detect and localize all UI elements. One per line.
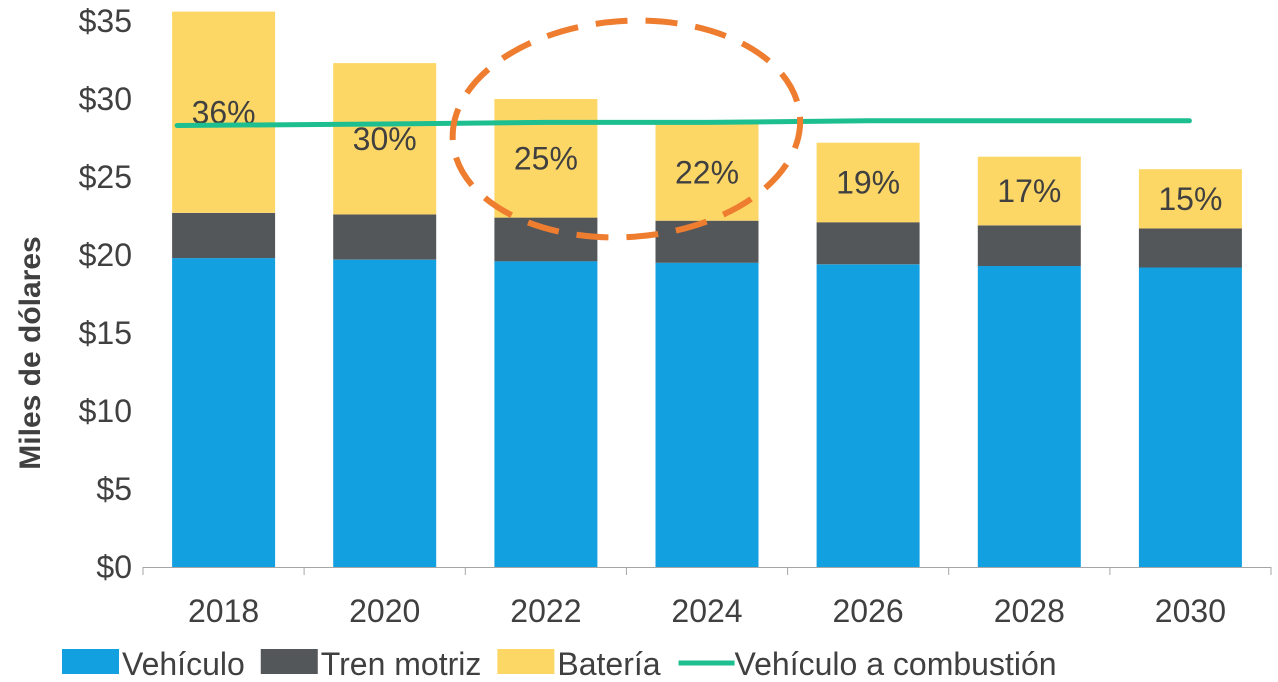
y-tick-label: $10 [79,393,132,429]
segment-label-2030: 15% [1158,181,1222,217]
y-tick-label: $30 [79,81,132,117]
bar-segment-tren-motriz-2020 [333,214,437,260]
bar-segment-vehículo-2024 [655,262,759,567]
bars-group: 36%30%25% 22% 19% 17% 15% [172,11,1242,567]
bar-segment-batería-2028 [977,156,1081,226]
bar-segment-tren-motriz-2018 [172,212,276,259]
x-tick-label-2028: 2028 [994,593,1065,629]
x-tick-label-2022: 2022 [510,593,581,629]
bar-segment-tren-motriz-2030 [1138,228,1242,268]
legend-label: Vehículo [122,646,245,682]
segment-label-2028: 17% [997,173,1061,209]
legend-label: Batería [557,646,660,682]
bar-segment-tren-motriz-2024 [655,220,759,263]
bar-segment-batería-2030 [1138,169,1242,229]
y-tick-label: $0 [96,549,132,585]
y-tick-label: $20 [79,237,132,273]
legend-label: Vehículo a combustión [735,646,1057,682]
y-tick-label: $35 [79,3,132,39]
legend: Vehículo Tren motriz Batería Vehículo a com… [62,646,1057,682]
x-tick-label-2020: 2020 [349,593,420,629]
bar-segment-vehículo-2020 [333,259,437,567]
bar-segment-batería-2018 [172,11,276,213]
axes-group: 2018 2020 2022 2024 2026 2028 2030 $0 $5 $10 $15 $2… [79,3,1272,629]
legend-swatch-tren-motriz [260,649,318,674]
bar-segment-tren-motriz-2026 [816,222,920,265]
y-axis-label: Miles de dólares [14,236,47,469]
segment-label-2026: 19% [836,165,900,201]
bar-segment-vehículo-2018 [172,258,276,567]
bar-segment-vehículo-2022 [494,261,598,567]
bar-segment-batería-2022 [494,99,598,218]
segment-label-2024: 22% [675,154,739,190]
bar-segment-tren-motriz-2022 [494,217,598,262]
segment-label-2020: 30% [353,121,417,157]
bar-segment-tren-motriz-2028 [977,225,1081,266]
bar-segment-batería-2020 [333,63,437,215]
x-tick-label-2024: 2024 [671,593,742,629]
annotation-dashed-ellipse [449,17,804,241]
y-tick-label: $25 [79,159,132,195]
legend-label: Tren motriz [321,646,482,682]
y-tick-label: $15 [79,315,132,351]
legend-swatch-batería [497,649,555,674]
overlay-group [174,17,1192,241]
bar-segment-vehículo-2028 [977,265,1081,567]
segment-label-2022: 25% [514,140,578,176]
bar-segment-batería-2026 [816,142,920,223]
x-tick-label-2018: 2018 [188,593,259,629]
bar-segment-vehículo-2030 [1138,267,1242,567]
legend-swatch-vehículo [62,649,119,674]
combustion-vehicle-line [174,118,1192,128]
bar-segment-vehículo-2026 [816,264,920,567]
x-tick-label-2026: 2026 [833,593,904,629]
x-tick-label-2030: 2030 [1155,593,1226,629]
y-tick-label: $5 [96,471,132,507]
